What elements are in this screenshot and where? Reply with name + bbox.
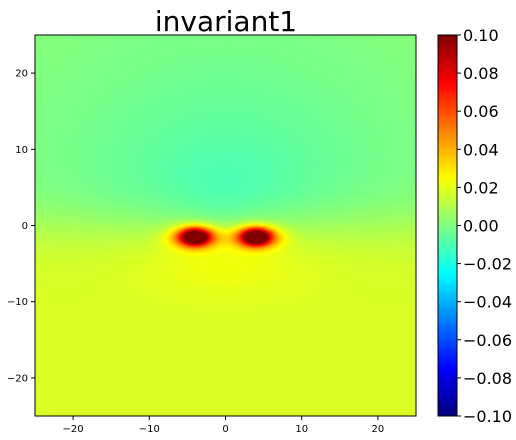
y-tick-label: 0	[22, 221, 28, 232]
y-tick-label: 10	[15, 145, 28, 156]
colorbar-tick-label: −0.02	[463, 255, 512, 274]
colorbar-tick-label: 0.02	[463, 178, 499, 197]
colorbar-tick-label: 0.04	[463, 140, 499, 159]
colorbar-tick-label: −0.10	[463, 407, 512, 426]
x-tick-label: 10	[295, 424, 308, 435]
colorbar-tick-label: −0.08	[463, 369, 512, 388]
heatmap-image	[35, 35, 416, 416]
colorbar-tick-label: −0.04	[463, 293, 512, 312]
x-tick-label: −10	[139, 424, 160, 435]
colorbar-tick-label: 0.10	[463, 26, 499, 45]
colorbar-tick-label: 0.08	[463, 64, 499, 83]
x-tick-label: 0	[222, 424, 228, 435]
y-tick-label: 20	[15, 69, 28, 80]
x-tick-label: −20	[63, 424, 84, 435]
chart-title: invariant1	[155, 5, 297, 38]
y-tick-label: −20	[7, 373, 28, 384]
colorbar: 0.10 0.08 0.06 0.04 0.02 0.00 −0.02 −0.04 −0.06 −…	[437, 26, 512, 426]
colorbar-ticks: 0.10 0.08 0.06 0.04 0.02 0.00 −0.02 −0.04 −0.06 −…	[457, 26, 512, 426]
plot-area	[34, 34, 417, 417]
y-axis: −20 −10 0 10 20	[7, 69, 35, 384]
y-tick-label: −10	[7, 297, 28, 308]
colorbar-tick-label: 0.00	[463, 217, 499, 236]
x-axis: −20 −10 0 10 20	[63, 416, 385, 435]
colorbar-tick-label: −0.06	[463, 331, 512, 350]
colorbar-tick-label: 0.06	[463, 102, 499, 121]
x-tick-label: 20	[372, 424, 385, 435]
colorbar-gradient	[438, 35, 457, 416]
